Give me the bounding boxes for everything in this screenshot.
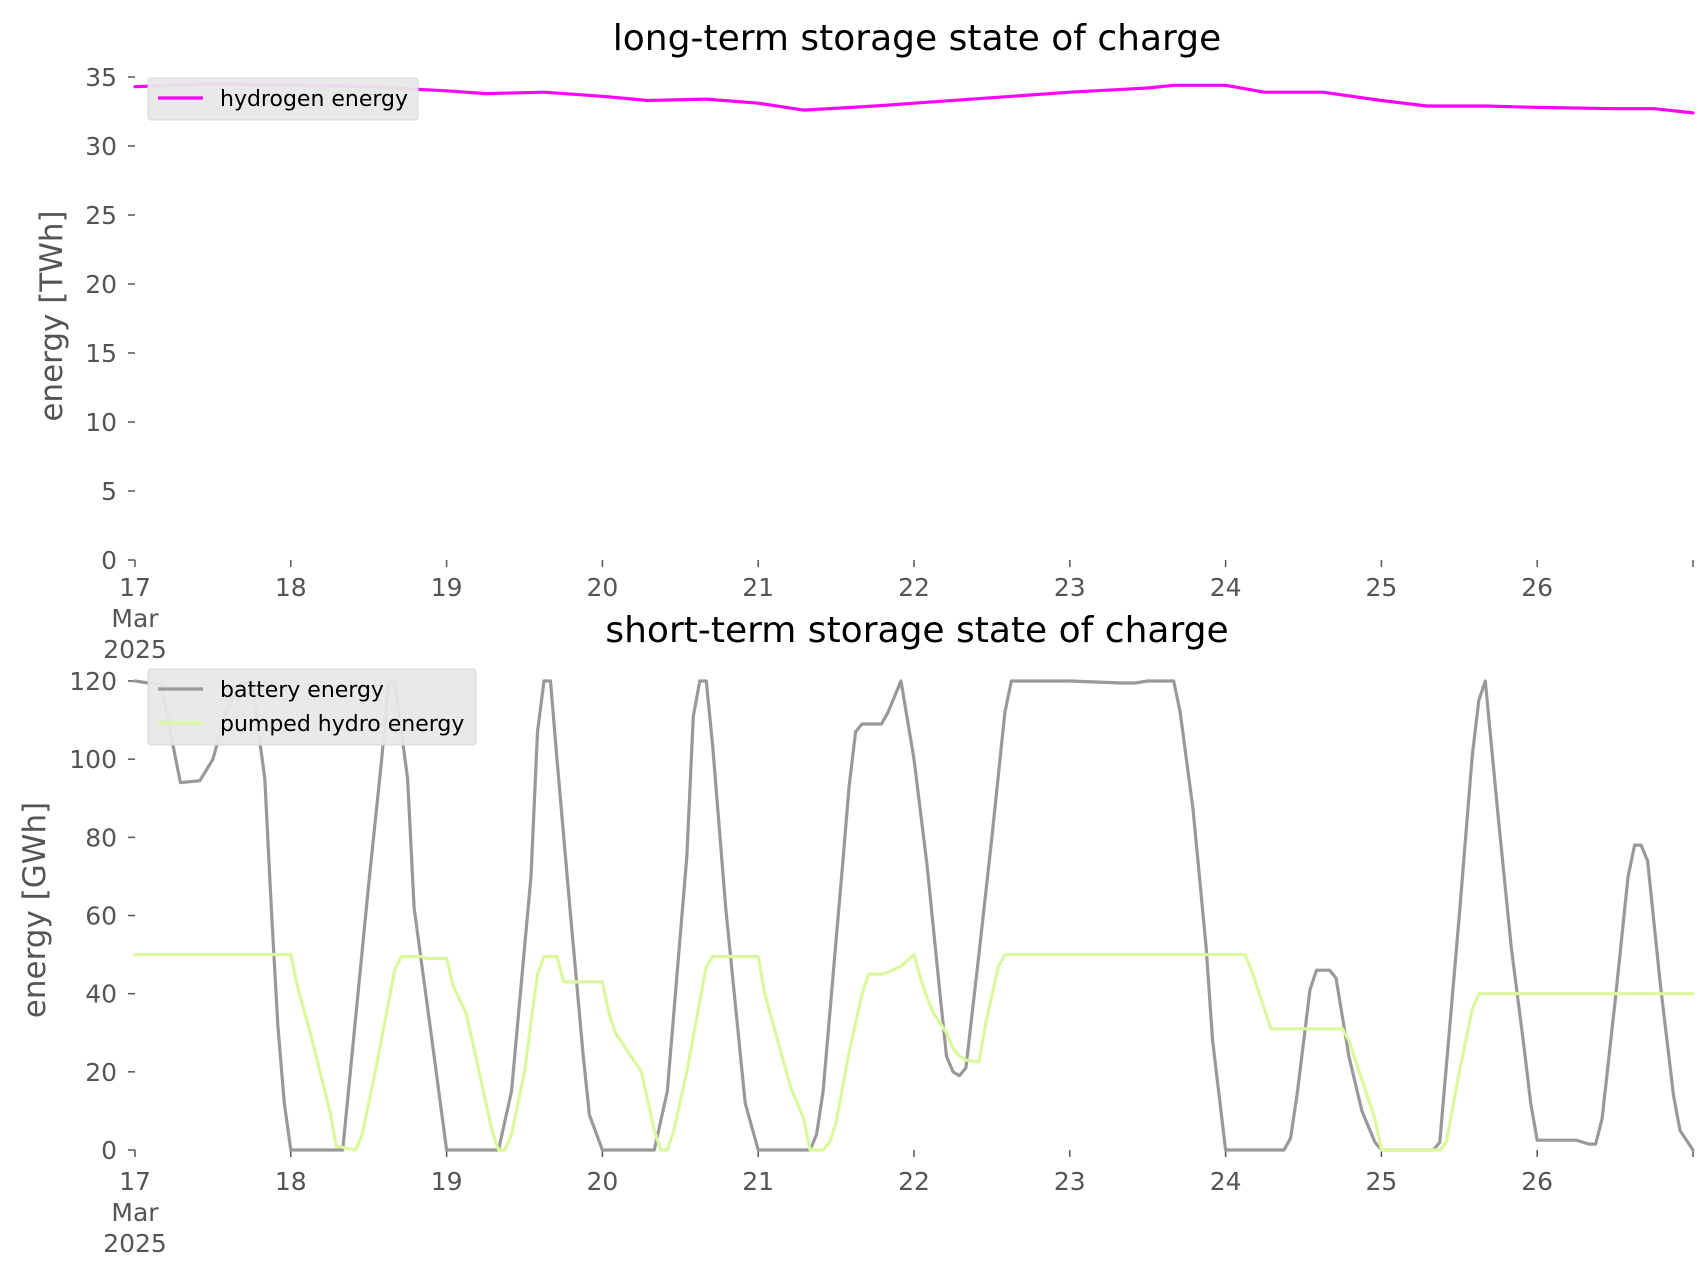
series-lines [133,82,1695,115]
y-tick-label: 5 [101,477,117,506]
legend-box [147,668,477,746]
long-term-chart: long-term storage state of charge energy… [34,18,1695,664]
x-tick-label: 2025 [103,1229,167,1258]
y-tick-label: 0 [101,546,117,575]
x-tick-label: 20 [586,1167,618,1196]
y-tick-label: 60 [85,902,117,931]
series-lines [133,679,1695,1152]
y-tick-label: 100 [69,745,117,774]
x-tick-label: 23 [1054,1167,1086,1196]
y-tick-label: 25 [85,201,117,230]
legend-label: battery energy [220,678,384,703]
y-tick-label: 120 [69,667,117,696]
x-tick-label: 25 [1365,573,1397,602]
x-tick-label: Mar [111,1198,159,1227]
y-tick-label: 40 [85,980,117,1009]
legend-label: hydrogen energy [220,87,408,112]
y-tick-label: 15 [85,339,117,368]
series-line [133,953,1695,1152]
legend: hydrogen energy [147,77,419,121]
series-line [133,679,1695,1152]
x-tick-label: 22 [898,573,930,602]
y-axis-label: energy [GWh] [17,802,53,1018]
x-tick-label: 25 [1365,1167,1397,1196]
y-tick-label: 35 [85,63,117,92]
x-tick-label: 21 [742,573,774,602]
x-tick-label: 18 [275,1167,307,1196]
y-tick-label: 20 [85,1058,117,1087]
short-term-chart: short-term storage state of charge energ… [17,610,1695,1258]
x-tick-label: 19 [431,573,463,602]
x-tick-label: 19 [431,1167,463,1196]
x-tick-label: Mar [111,604,159,633]
legend-box [147,77,419,121]
y-tick-label: 80 [85,823,117,852]
y-tick-label: 20 [85,270,117,299]
x-tick-label: 26 [1521,1167,1553,1196]
x-tick-label: 22 [898,1167,930,1196]
chart-title: long-term storage state of charge [613,18,1221,59]
chart-title: short-term storage state of charge [605,610,1228,651]
x-tick-label: 24 [1210,573,1242,602]
series-line [133,82,1695,115]
x-tick-label: 18 [275,573,307,602]
x-tick-label: 2025 [103,635,167,664]
legend-label: pumped hydro energy [220,712,464,737]
x-tick-label: 23 [1054,573,1086,602]
y-axis-label: energy [TWh] [34,210,70,421]
x-tick-label: 21 [742,1167,774,1196]
x-tick-label: 17 [119,573,151,602]
y-tick-label: 0 [101,1136,117,1165]
legend: battery energy pumped hydro energy [147,668,477,746]
x-tick-label: 24 [1210,1167,1242,1196]
y-tick-label: 30 [85,132,117,161]
x-tick-label: 20 [586,573,618,602]
y-tick-label: 10 [85,408,117,437]
x-tick-label: 26 [1521,573,1553,602]
x-tick-label: 17 [119,1167,151,1196]
